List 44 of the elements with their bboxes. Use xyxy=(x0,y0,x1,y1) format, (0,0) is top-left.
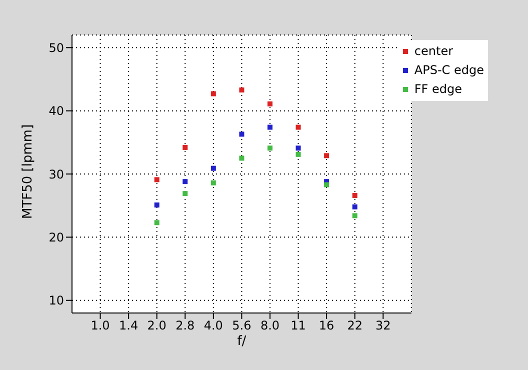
point xyxy=(154,220,160,226)
y-axis-title: MTF50 [lpmm] xyxy=(20,124,36,219)
point xyxy=(352,192,358,198)
x-tick-label: 4.0 xyxy=(204,318,223,333)
point xyxy=(154,177,160,182)
x-tick-label: 5.6 xyxy=(232,318,252,333)
x-tick-label: 16 xyxy=(318,318,334,333)
point xyxy=(239,132,244,137)
point xyxy=(267,101,272,106)
point xyxy=(239,87,244,92)
point xyxy=(210,180,216,186)
y-tick-label: 50 xyxy=(48,40,64,55)
x-tick-label: 11 xyxy=(290,318,306,333)
point xyxy=(182,179,188,184)
point xyxy=(182,144,188,150)
point xyxy=(267,124,272,130)
legend-label: center xyxy=(413,43,454,60)
legend-label: APS-C edge xyxy=(413,62,484,79)
point xyxy=(324,182,330,188)
point xyxy=(296,124,301,130)
y-tick-label: 10 xyxy=(48,294,64,308)
point xyxy=(296,152,301,157)
x-tick-label: 32 xyxy=(375,318,391,333)
point xyxy=(352,204,358,210)
x-tick-label: 1.0 xyxy=(90,318,110,333)
x-tick-label: 1.4 xyxy=(119,318,138,333)
x-tick-label: 2.0 xyxy=(147,318,166,333)
y-tick-label: 20 xyxy=(48,230,64,244)
point xyxy=(239,156,244,161)
x-axis-title: f/ xyxy=(237,334,247,349)
point xyxy=(267,146,272,151)
y-tick-label: 30 xyxy=(48,167,64,182)
point xyxy=(210,166,216,171)
point xyxy=(324,153,330,158)
legend-label: FF edge xyxy=(413,81,464,98)
point xyxy=(182,191,188,196)
y-tick-label: 40 xyxy=(48,104,64,118)
point xyxy=(296,146,301,151)
x-tick-label: 22 xyxy=(347,318,362,333)
x-tick-label: 8.0 xyxy=(260,318,280,333)
x-tick-label: 2.8 xyxy=(176,318,195,333)
point xyxy=(154,202,160,208)
point xyxy=(352,213,358,218)
point xyxy=(210,91,216,96)
